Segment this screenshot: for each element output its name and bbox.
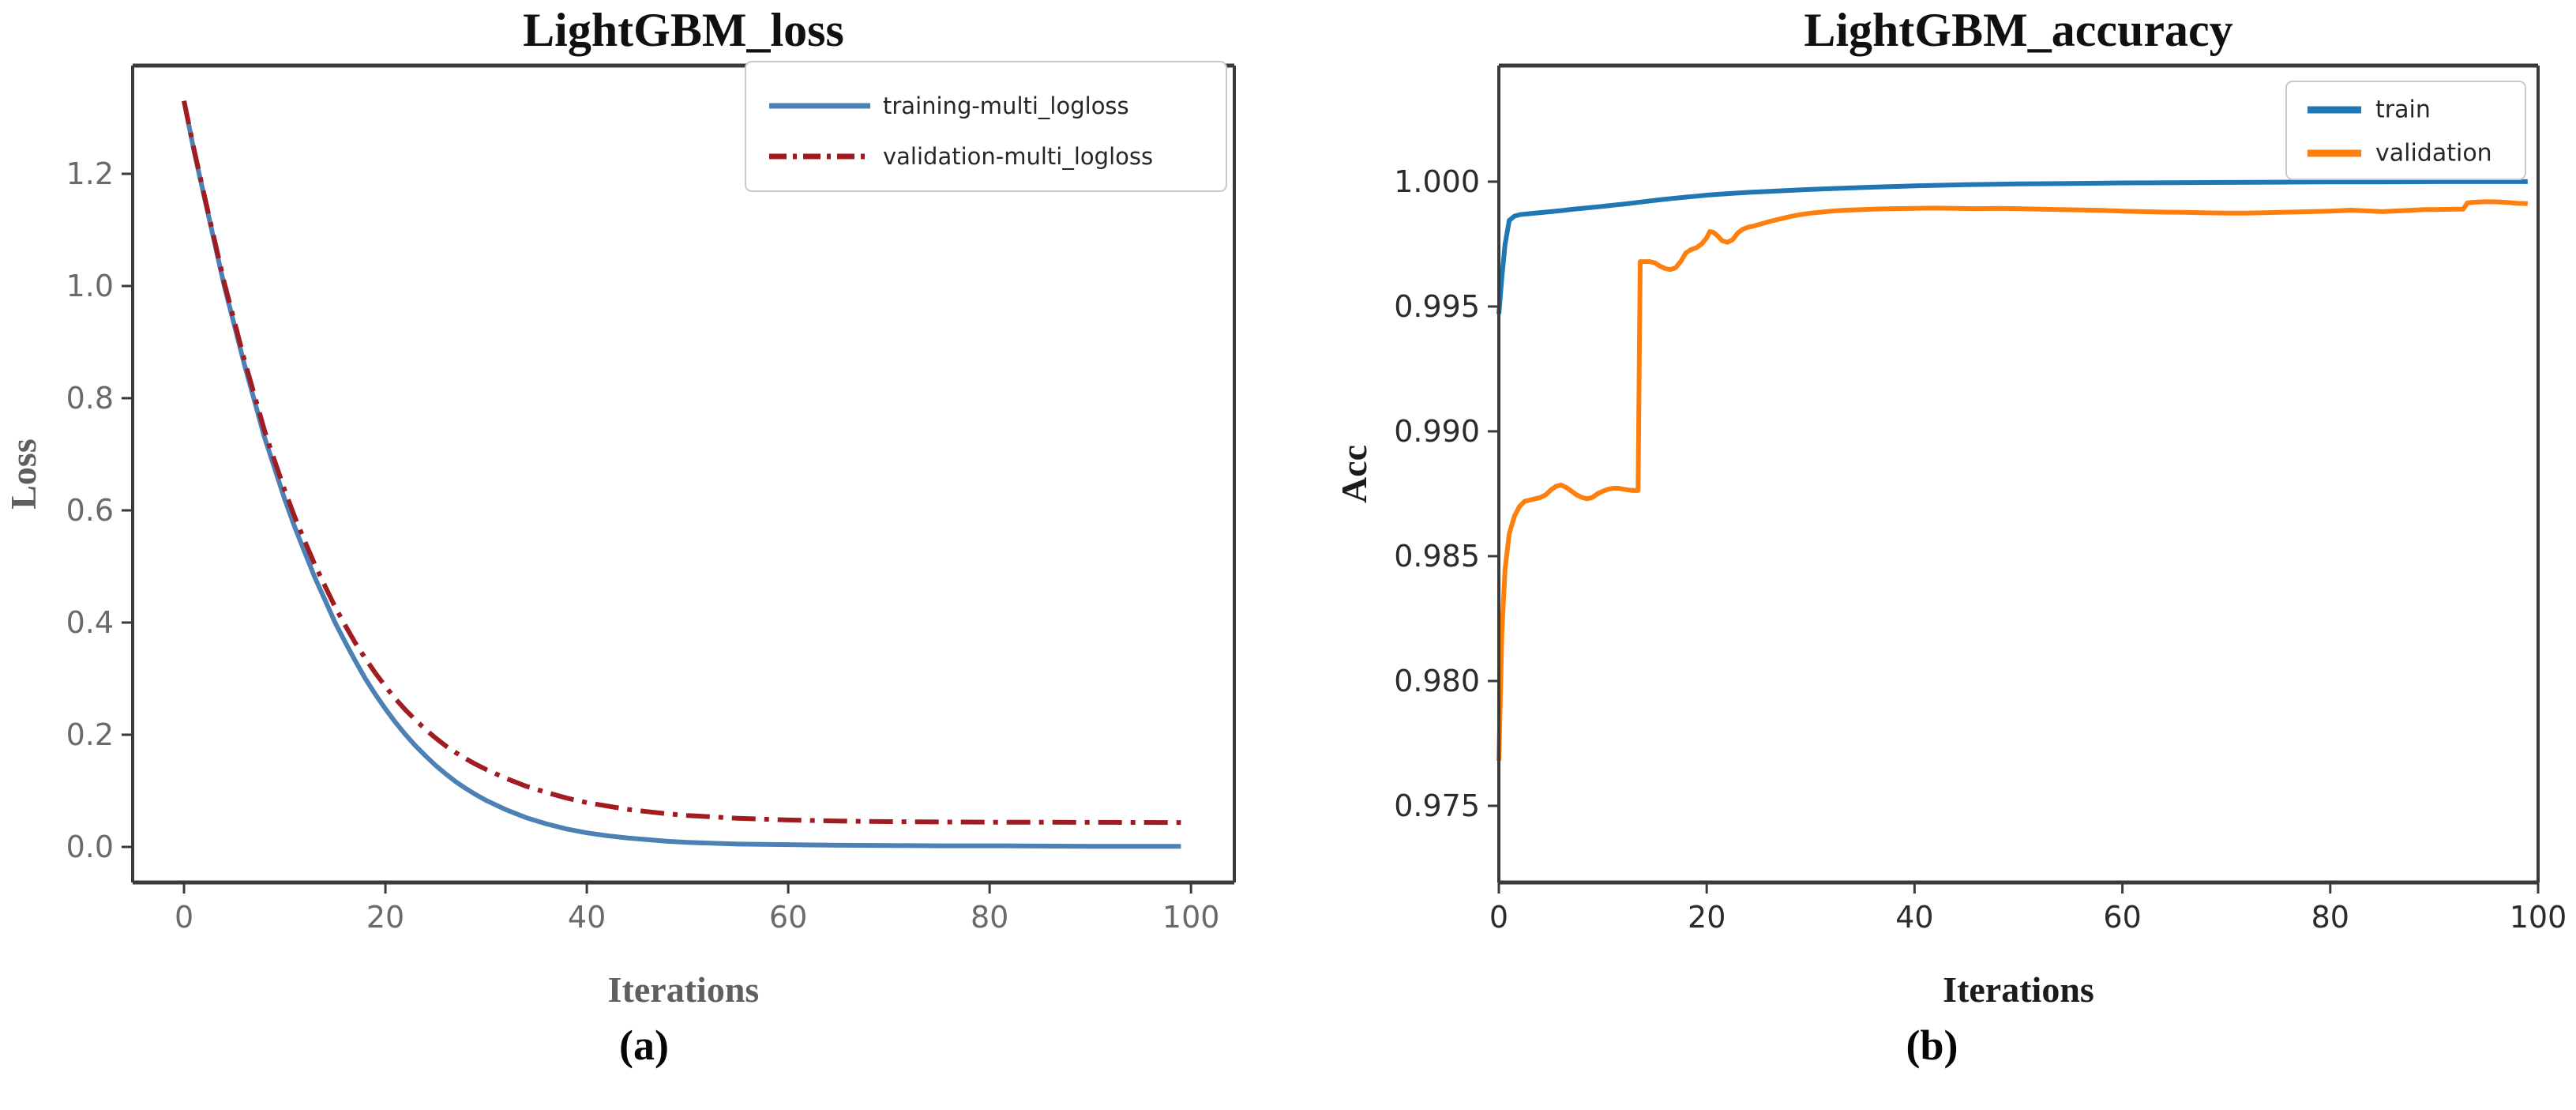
- x-axis-label: Iterations: [608, 969, 760, 1010]
- legend-label: validation-multi_logloss: [883, 143, 1153, 170]
- x-tick-label: 20: [1688, 900, 1725, 935]
- x-tick-label: 80: [971, 900, 1008, 935]
- x-tick-label: 40: [1895, 900, 1933, 935]
- chart-title: LightGBM_accuracy: [1804, 4, 2232, 56]
- y-tick-label: 1.0: [66, 269, 114, 303]
- y-tick-label: 1.2: [66, 156, 114, 191]
- y-axis-label: Acc: [1334, 445, 1374, 503]
- caption-a: (a): [619, 1022, 669, 1069]
- x-tick-label: 40: [568, 900, 606, 935]
- validation-line: [1496, 199, 2528, 762]
- y-tick-label: 0.0: [66, 830, 114, 864]
- y-tick-label: 0.985: [1394, 539, 1480, 574]
- x-axis-label: Iterations: [1943, 969, 2094, 1010]
- chart-title: LightGBM_loss: [523, 4, 844, 56]
- accuracy-chart: LightGBM_accuracy 0 20 40 60 80 100 0.975 0.980 0…: [1288, 0, 2576, 1110]
- loss-chart: LightGBM_loss 0 20 40 60 80 100 0.0 0.2 0.4 0.6 0.8…: [3, 4, 1236, 1010]
- y-tick-label: 0.995: [1394, 289, 1480, 324]
- y-tick-label: 0.2: [66, 717, 114, 752]
- train-line: [1496, 179, 2528, 314]
- y-tick-label: 0.8: [66, 381, 114, 416]
- legend-label: validation: [2375, 140, 2492, 167]
- caption-b: (b): [1906, 1022, 1958, 1069]
- y-axis-label: Loss: [3, 438, 43, 509]
- y-tick-label: 0.990: [1394, 414, 1480, 449]
- validation-multi-logloss-line: [182, 100, 1181, 826]
- y-tick-label: 0.4: [66, 605, 114, 640]
- x-tick-label: 80: [2311, 900, 2349, 935]
- x-tick-label: 100: [2510, 900, 2567, 935]
- x-tick-label: 60: [2103, 900, 2141, 935]
- x-tick-label: 0: [175, 900, 193, 935]
- x-tick-label: 60: [769, 900, 807, 935]
- legend-label: training-multi_logloss: [883, 92, 1129, 119]
- x-tick-label: 100: [1162, 900, 1220, 935]
- legend-label: train: [2375, 96, 2431, 124]
- y-tick-label: 0.6: [66, 493, 114, 528]
- y-tick-label: 1.000: [1394, 164, 1480, 199]
- legend-box: [745, 61, 1227, 192]
- x-tick-label: 20: [366, 900, 404, 935]
- x-tick-label: 0: [1489, 900, 1508, 935]
- y-tick-label: 0.975: [1394, 788, 1480, 823]
- y-tick-label: 0.980: [1394, 664, 1480, 698]
